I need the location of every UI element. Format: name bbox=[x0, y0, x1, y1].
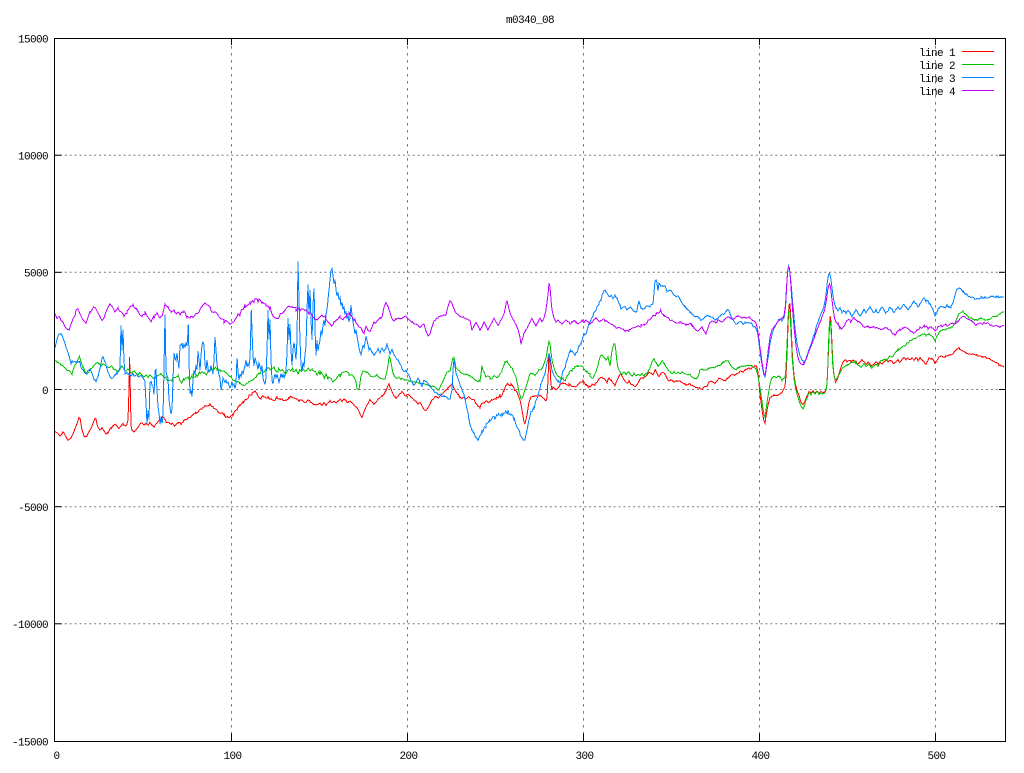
svg-text:-5000: -5000 bbox=[18, 503, 48, 515]
svg-text:300: 300 bbox=[575, 751, 593, 763]
svg-text:15000: 15000 bbox=[18, 34, 48, 46]
svg-text:m0340_08: m0340_08 bbox=[506, 15, 554, 27]
svg-text:0: 0 bbox=[53, 751, 59, 763]
svg-text:line 3: line 3 bbox=[919, 74, 955, 86]
svg-text:400: 400 bbox=[751, 751, 769, 763]
svg-text:-10000: -10000 bbox=[12, 620, 48, 632]
svg-text:10000: 10000 bbox=[18, 152, 48, 164]
svg-text:line 2: line 2 bbox=[919, 61, 955, 73]
svg-text:line 1: line 1 bbox=[919, 48, 956, 60]
svg-text:100: 100 bbox=[223, 751, 241, 763]
svg-text:0: 0 bbox=[42, 386, 48, 398]
svg-text:200: 200 bbox=[399, 751, 417, 763]
svg-text:500: 500 bbox=[927, 751, 945, 763]
svg-text:5000: 5000 bbox=[24, 269, 48, 281]
svg-text:-15000: -15000 bbox=[12, 737, 48, 749]
svg-text:line 4: line 4 bbox=[919, 87, 956, 99]
